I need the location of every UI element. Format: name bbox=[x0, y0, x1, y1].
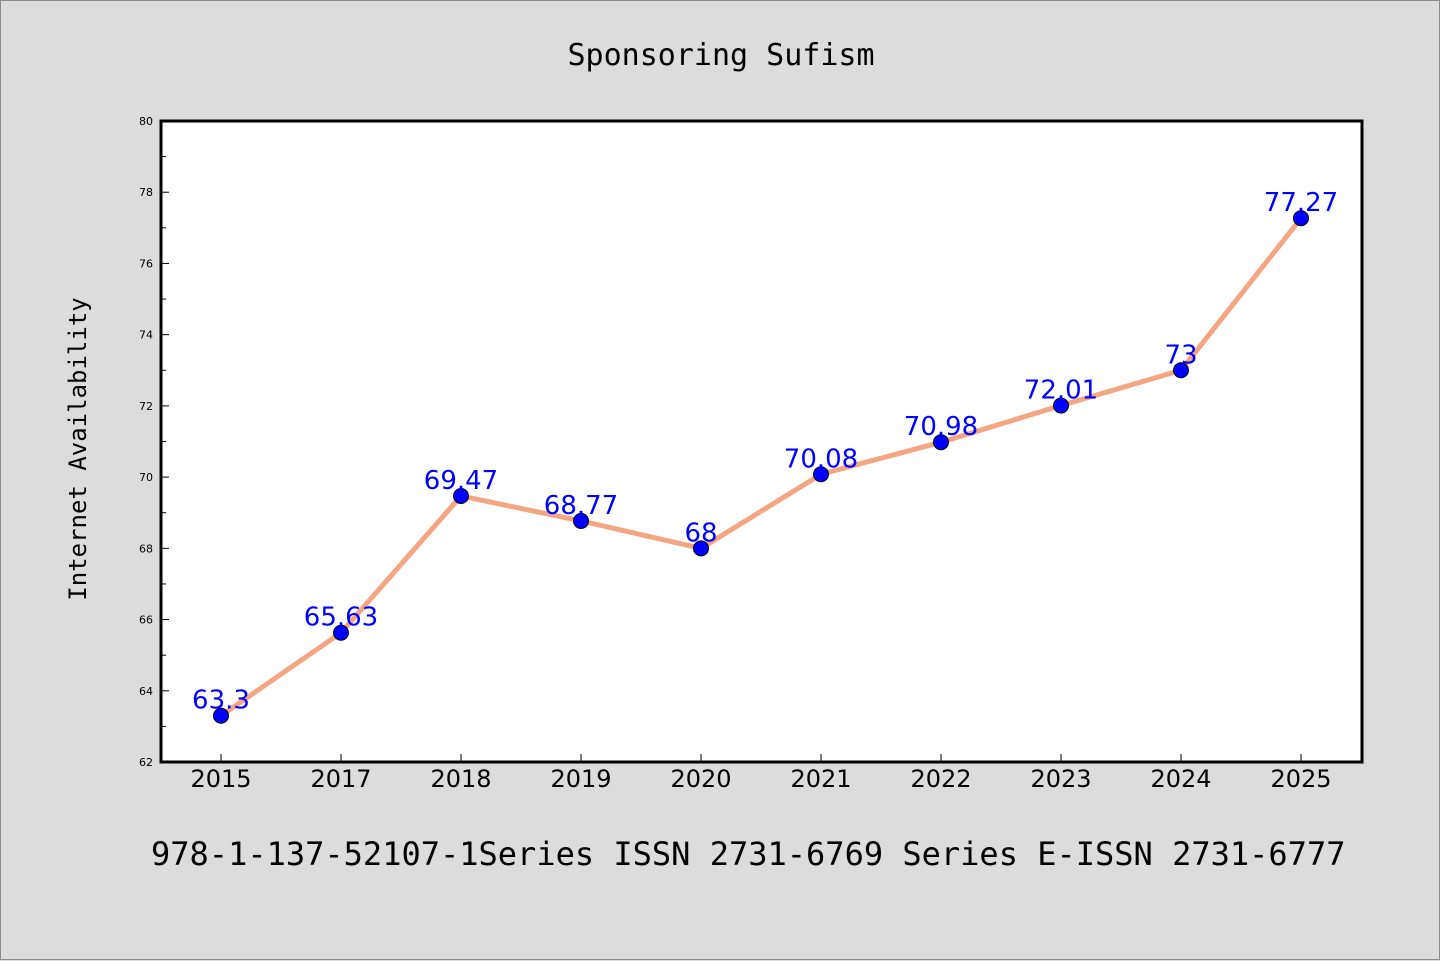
data-label: 73 bbox=[1164, 340, 1197, 370]
y-axis-ticks: 62 64 66 68 70 72 74 76 78 80 bbox=[139, 115, 169, 769]
x-tick-label: 2015 bbox=[190, 765, 251, 793]
data-point bbox=[573, 512, 589, 529]
x-tick-label: 2018 bbox=[430, 765, 491, 793]
y-axis-label: Internet Availability bbox=[64, 297, 92, 600]
data-point bbox=[333, 624, 349, 641]
y-tick-label: 74 bbox=[139, 329, 153, 342]
data-label: 68.77 bbox=[544, 491, 618, 521]
y-tick-label: 72 bbox=[139, 400, 153, 413]
x-tick-label: 2019 bbox=[550, 765, 611, 793]
y-tick-label: 68 bbox=[139, 542, 153, 555]
x-tick-label: 2023 bbox=[1030, 765, 1091, 793]
x-tick-label: 2021 bbox=[790, 765, 851, 793]
series-line-group bbox=[218, 215, 1304, 719]
y-tick-label: 70 bbox=[139, 471, 153, 484]
data-label: 68 bbox=[684, 518, 717, 548]
data-label: 72.01 bbox=[1024, 376, 1098, 406]
y-tick-label: 80 bbox=[139, 115, 153, 128]
data-label: 70.08 bbox=[784, 444, 858, 474]
data-point bbox=[213, 707, 229, 724]
plot-area bbox=[159, 119, 1364, 764]
data-label: 70.98 bbox=[904, 412, 978, 442]
footer-isbn-text: 978-1-137-52107-1Series ISSN 2731-6769 S… bbox=[151, 835, 1345, 873]
x-tick-label: 2017 bbox=[310, 765, 371, 793]
data-point bbox=[1053, 397, 1069, 414]
x-axis-ticks: 2015 2017 2018 2019 2020 2021 2022 2023 2024 2025 bbox=[190, 754, 1332, 793]
y-tick-label: 78 bbox=[139, 186, 153, 199]
x-tick-label: 2020 bbox=[670, 765, 731, 793]
data-point bbox=[453, 487, 469, 504]
data-point bbox=[933, 434, 949, 451]
data-point bbox=[1293, 210, 1309, 227]
data-point bbox=[813, 466, 829, 483]
x-tick-label: 2022 bbox=[910, 765, 971, 793]
data-point bbox=[1173, 362, 1189, 379]
data-label: 77.27 bbox=[1264, 188, 1338, 218]
data-label: 65.63 bbox=[304, 603, 378, 633]
data-label: 69.47 bbox=[424, 466, 498, 496]
series-line bbox=[218, 215, 1304, 719]
y-tick-label: 66 bbox=[139, 614, 153, 627]
y-tick-label: 76 bbox=[139, 257, 153, 270]
data-point bbox=[693, 540, 709, 557]
y-tick-label: 64 bbox=[139, 685, 153, 698]
y-tick-label: 62 bbox=[139, 756, 153, 769]
chart-title: Sponsoring Sufism bbox=[567, 38, 874, 73]
x-tick-label: 2024 bbox=[1150, 765, 1211, 793]
data-label: 63.3 bbox=[192, 686, 250, 716]
data-labels: 63.3 65.63 69.47 68.77 68 70.08 70.98 72.01 73 77… bbox=[192, 188, 1338, 715]
data-markers bbox=[213, 210, 1309, 724]
x-tick-label: 2025 bbox=[1270, 765, 1331, 793]
